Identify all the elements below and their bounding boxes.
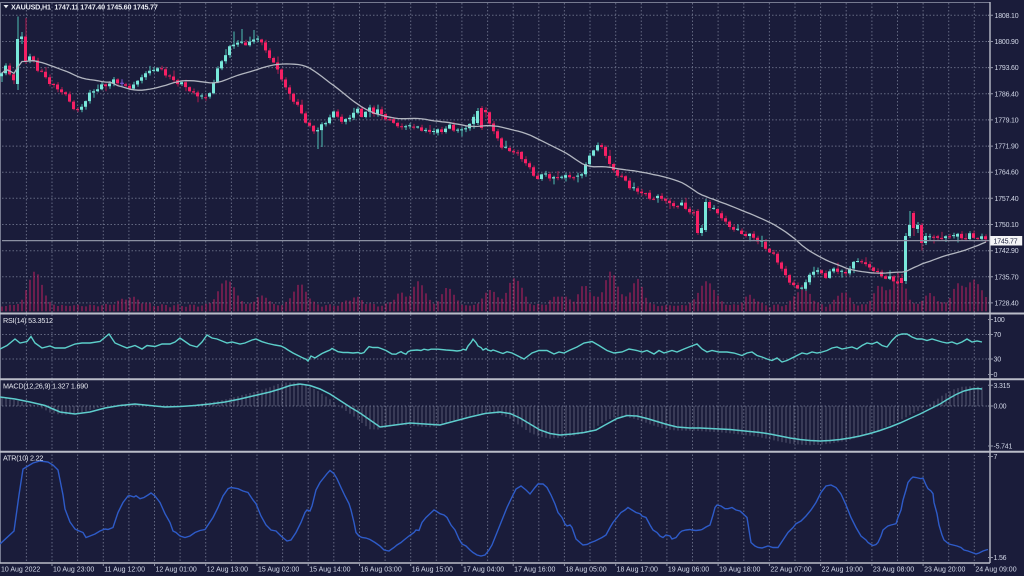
svg-text:1786.40: 1786.40 xyxy=(995,91,1019,98)
svg-text:ATR(10) 2.22: ATR(10) 2.22 xyxy=(3,454,43,463)
svg-text:1745.77: 1745.77 xyxy=(994,239,1018,246)
svg-text:16 Aug 03:00: 16 Aug 03:00 xyxy=(360,567,401,574)
svg-text:22 Aug 19:00: 22 Aug 19:00 xyxy=(822,567,863,574)
svg-text:7: 7 xyxy=(994,454,998,461)
svg-text:MACD(12,26,9) 1.327 1.690: MACD(12,26,9) 1.327 1.690 xyxy=(3,381,88,390)
svg-text:XAUUSD,H1 1747.11 1747.40 174: XAUUSD,H1 1747.11 1747.40 1745.60 1745.7… xyxy=(11,2,158,11)
svg-text:1793.60: 1793.60 xyxy=(995,65,1019,72)
svg-text:1742.90: 1742.90 xyxy=(995,248,1019,255)
svg-text:24 Aug 09:00: 24 Aug 09:00 xyxy=(975,567,1016,574)
svg-text:10 Aug 23:00: 10 Aug 23:00 xyxy=(53,567,94,574)
svg-text:15 Aug 02:00: 15 Aug 02:00 xyxy=(258,567,299,574)
svg-text:100: 100 xyxy=(994,317,1005,324)
svg-text:11 Aug 12:00: 11 Aug 12:00 xyxy=(104,567,145,574)
svg-text:1779.10: 1779.10 xyxy=(995,117,1019,124)
svg-text:1735.70: 1735.70 xyxy=(995,274,1019,281)
svg-text:0: 0 xyxy=(994,372,998,379)
svg-text:22 Aug 07:00: 22 Aug 07:00 xyxy=(770,567,811,574)
svg-text:1728.40: 1728.40 xyxy=(995,300,1019,307)
svg-text:RSI(14) 53.3512: RSI(14) 53.3512 xyxy=(3,316,53,325)
svg-text:1.56: 1.56 xyxy=(994,555,1007,562)
svg-text:1764.60: 1764.60 xyxy=(995,170,1019,177)
svg-text:0.00: 0.00 xyxy=(994,404,1007,411)
svg-text:12 Aug 01:00: 12 Aug 01:00 xyxy=(156,567,197,574)
svg-text:17 Aug 04:00: 17 Aug 04:00 xyxy=(463,567,504,574)
svg-text:1808.10: 1808.10 xyxy=(995,13,1019,20)
svg-text:10 Aug 2022: 10 Aug 2022 xyxy=(1,567,40,574)
svg-text:12 Aug 13:00: 12 Aug 13:00 xyxy=(207,567,248,574)
svg-text:30: 30 xyxy=(994,357,1002,364)
svg-text:3.315: 3.315 xyxy=(994,383,1011,390)
svg-text:1800.90: 1800.90 xyxy=(995,39,1019,46)
svg-text:1750.10: 1750.10 xyxy=(995,222,1019,229)
svg-text:18 Aug 17:00: 18 Aug 17:00 xyxy=(617,567,658,574)
svg-text:18 Aug 05:00: 18 Aug 05:00 xyxy=(565,567,606,574)
svg-text:23 Aug 20:00: 23 Aug 20:00 xyxy=(924,567,965,574)
svg-text:15 Aug 14:00: 15 Aug 14:00 xyxy=(309,567,350,574)
svg-text:70: 70 xyxy=(994,332,1002,339)
svg-text:1757.40: 1757.40 xyxy=(995,196,1019,203)
svg-text:23 Aug 08:00: 23 Aug 08:00 xyxy=(873,567,914,574)
svg-text:16 Aug 15:00: 16 Aug 15:00 xyxy=(412,567,453,574)
svg-text:1771.90: 1771.90 xyxy=(995,144,1019,151)
svg-text:-5.741: -5.741 xyxy=(994,444,1013,451)
svg-text:19 Aug 06:00: 19 Aug 06:00 xyxy=(668,567,709,574)
svg-text:17 Aug 16:00: 17 Aug 16:00 xyxy=(514,567,555,574)
svg-text:19 Aug 18:00: 19 Aug 18:00 xyxy=(719,567,760,574)
